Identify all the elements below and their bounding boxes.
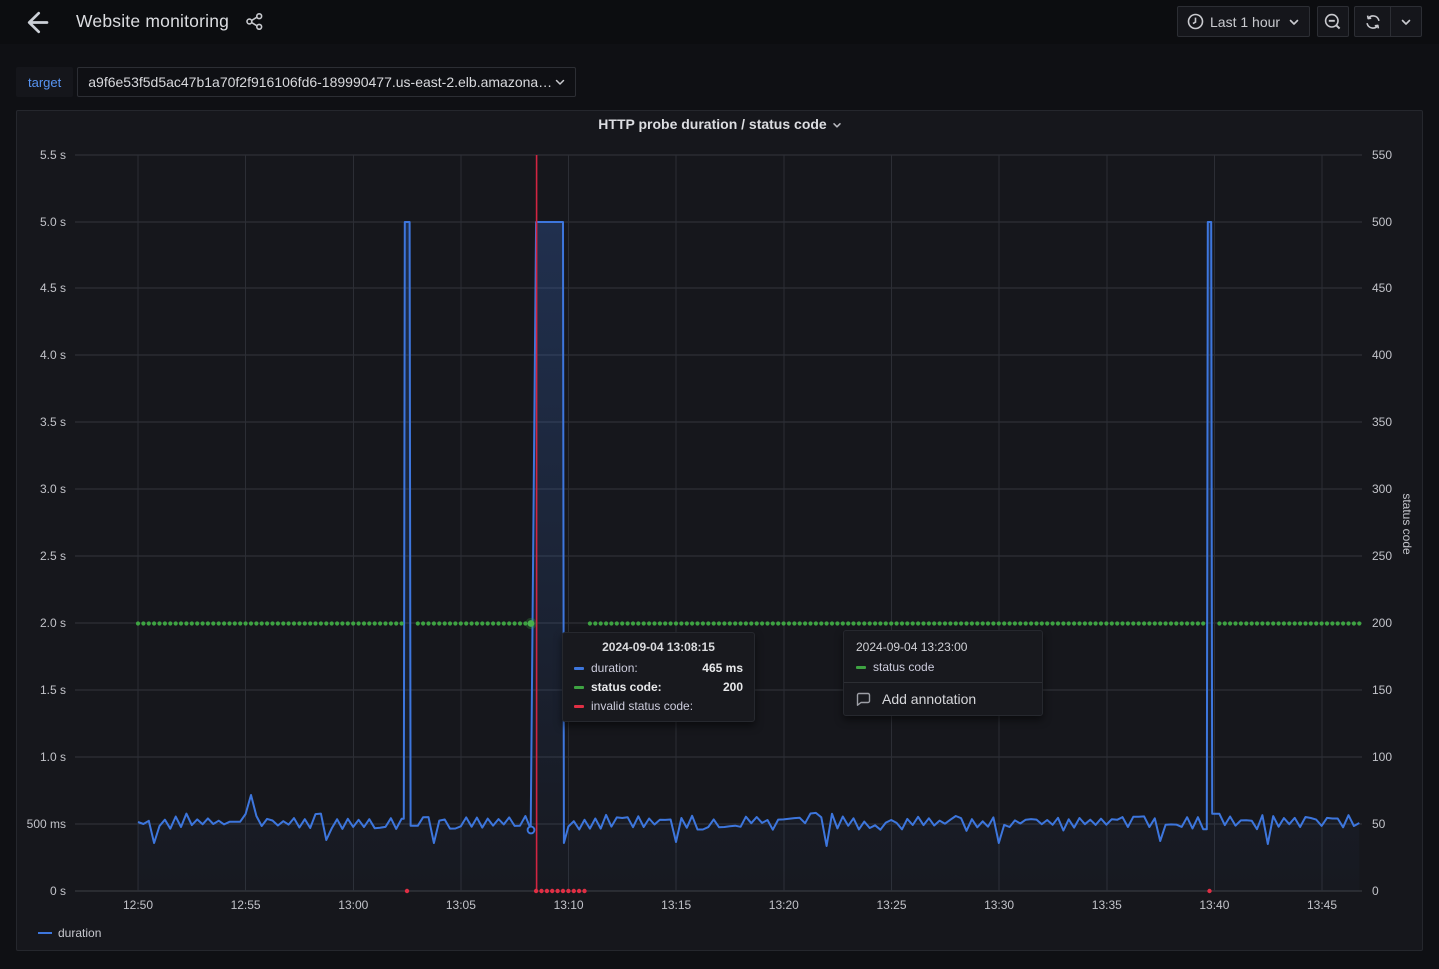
svg-text:300: 300 <box>1372 482 1392 496</box>
svg-text:13:40: 13:40 <box>1199 898 1229 912</box>
svg-text:250: 250 <box>1372 549 1392 563</box>
svg-text:12:55: 12:55 <box>231 898 261 912</box>
svg-text:500 ms: 500 ms <box>27 817 66 831</box>
svg-text:150: 150 <box>1372 683 1392 697</box>
svg-text:3.5 s: 3.5 s <box>40 415 66 429</box>
svg-text:100: 100 <box>1372 750 1392 764</box>
svg-text:500: 500 <box>1372 215 1392 229</box>
svg-text:5.5 s: 5.5 s <box>40 148 66 162</box>
svg-text:4.0 s: 4.0 s <box>40 348 66 362</box>
svg-text:status code: status code <box>1400 493 1414 555</box>
svg-text:1.0 s: 1.0 s <box>40 750 66 764</box>
svg-text:13:00: 13:00 <box>338 898 368 912</box>
svg-text:1.5 s: 1.5 s <box>40 683 66 697</box>
svg-text:13:30: 13:30 <box>984 898 1014 912</box>
svg-text:13:35: 13:35 <box>1092 898 1122 912</box>
svg-text:450: 450 <box>1372 281 1392 295</box>
svg-text:400: 400 <box>1372 348 1392 362</box>
svg-text:0 s: 0 s <box>50 884 66 898</box>
svg-text:13:25: 13:25 <box>876 898 906 912</box>
svg-text:0: 0 <box>1372 884 1379 898</box>
svg-text:50: 50 <box>1372 817 1386 831</box>
svg-text:2.5 s: 2.5 s <box>40 549 66 563</box>
svg-text:13:15: 13:15 <box>661 898 691 912</box>
svg-text:350: 350 <box>1372 415 1392 429</box>
svg-text:2.0 s: 2.0 s <box>40 616 66 630</box>
svg-text:13:20: 13:20 <box>769 898 799 912</box>
svg-text:550: 550 <box>1372 148 1392 162</box>
svg-text:13:10: 13:10 <box>554 898 584 912</box>
svg-text:12:50: 12:50 <box>123 898 153 912</box>
svg-text:4.5 s: 4.5 s <box>40 281 66 295</box>
svg-text:13:45: 13:45 <box>1307 898 1337 912</box>
svg-text:200: 200 <box>1372 616 1392 630</box>
svg-text:13:05: 13:05 <box>446 898 476 912</box>
svg-text:3.0 s: 3.0 s <box>40 482 66 496</box>
svg-text:5.0 s: 5.0 s <box>40 215 66 229</box>
